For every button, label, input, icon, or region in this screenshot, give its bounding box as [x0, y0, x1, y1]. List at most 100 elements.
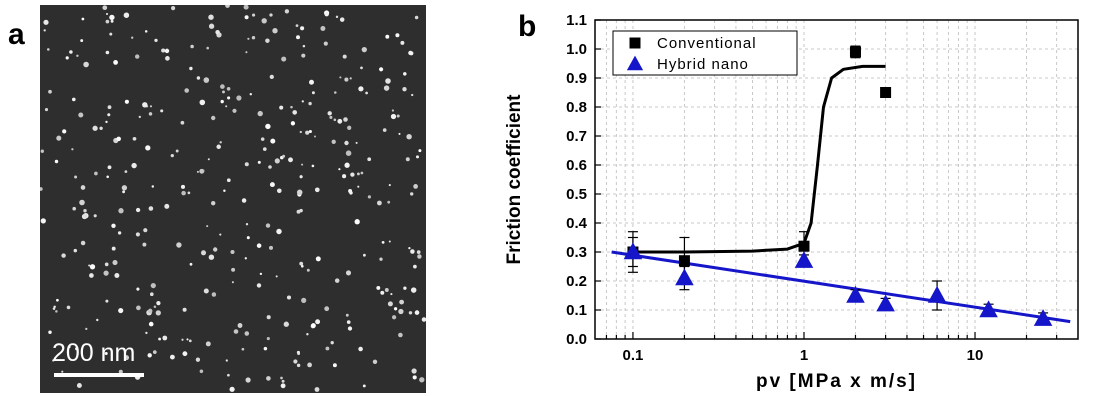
nanoparticle-dot — [385, 78, 391, 84]
nanoparticle-dot — [148, 321, 154, 327]
nanoparticle-dot — [208, 14, 214, 20]
nanoparticle-dot — [43, 29, 46, 32]
nanoparticle-dot — [301, 53, 306, 58]
nanoparticle-dot — [245, 377, 251, 383]
nanoparticle-dot — [346, 320, 351, 324]
nanoparticle-dot — [379, 257, 383, 261]
nanoparticle-dot — [296, 35, 300, 40]
y-tick-label: 0.9 — [566, 70, 587, 87]
nanoparticle-dot — [236, 95, 242, 101]
nanoparticle-dot — [252, 13, 256, 17]
nanoparticle-dot — [403, 286, 407, 290]
nanoparticle-dot — [105, 19, 110, 24]
nanoparticle-dot — [411, 93, 414, 97]
nanoparticle-dot — [292, 110, 298, 115]
nanoparticle-dot — [308, 129, 312, 134]
y-tick-label: 0.5 — [566, 186, 587, 203]
nanoparticle-dot — [259, 272, 263, 276]
nanoparticle-dot — [188, 339, 192, 343]
nanoparticle-dot — [56, 135, 62, 141]
nanoparticle-dot — [344, 140, 349, 146]
nanoparticle-dot — [52, 307, 56, 310]
nanoparticle-dot — [135, 54, 140, 59]
nanoparticle-dot — [410, 192, 414, 196]
nanoparticle-dot — [382, 128, 387, 132]
nanoparticle-dot — [301, 163, 304, 166]
nanoparticle-dot — [107, 105, 112, 110]
nanoparticle-dot — [189, 262, 193, 266]
nanoparticle-dot — [393, 307, 398, 311]
data-point-hybrid-nano — [927, 285, 947, 303]
nanoparticle-dot — [365, 91, 368, 95]
nanoparticle-dot — [109, 14, 115, 21]
nanoparticle-dot — [249, 93, 252, 96]
nanoparticle-dot — [92, 125, 98, 131]
legend-label-hybrid-nano: Hybrid nano — [657, 56, 749, 73]
nanoparticle-dot — [405, 157, 410, 162]
nanoparticle-dot — [315, 256, 321, 262]
nanoparticle-dot — [170, 153, 174, 158]
nanoparticle-dot — [415, 155, 420, 159]
nanoparticle-dot — [132, 136, 137, 141]
data-point-conventional — [798, 240, 810, 252]
nanoparticle-dot — [372, 359, 378, 365]
nanoparticle-dot — [216, 144, 221, 150]
nanoparticle-dot — [147, 353, 152, 358]
x-tick-label: 0.1 — [623, 347, 644, 364]
nanoparticle-dot — [406, 133, 412, 140]
nanoparticle-dot — [244, 257, 247, 260]
legend-box — [612, 30, 798, 76]
nanoparticle-dot — [74, 175, 78, 179]
nanoparticle-dot — [337, 118, 343, 124]
nanoparticle-dot — [260, 137, 265, 141]
nanoparticle-dot — [410, 287, 417, 293]
nanoparticle-dot — [223, 189, 226, 192]
nanoparticle-dot — [276, 228, 282, 235]
nanoparticle-dot — [61, 253, 66, 258]
nanoparticle-dot — [244, 331, 250, 336]
nanoparticle-dot — [160, 109, 164, 113]
nanoparticle-dot — [156, 300, 161, 306]
nanoparticle-dot — [135, 207, 141, 213]
data-point-conventional — [880, 87, 892, 98]
nanoparticle-dot — [219, 141, 222, 144]
data-point-hybrid-nano — [794, 251, 814, 268]
nanoparticle-dot — [265, 38, 270, 43]
nanoparticle-dot — [398, 132, 401, 135]
x-axis-label: pv [MPa x m/s] — [756, 371, 917, 392]
legend-label-conventional: Conventional — [657, 35, 757, 52]
nanoparticle-dot — [283, 321, 289, 327]
nanoparticle-dot — [245, 51, 248, 54]
nanoparticle-dot — [88, 264, 91, 267]
nanoparticle-dot — [400, 40, 405, 45]
nanoparticle-dot — [262, 147, 267, 151]
nanoparticle-dot — [349, 191, 353, 195]
nanoparticle-dot — [76, 54, 79, 58]
nanoparticle-dot — [203, 77, 210, 83]
nanoparticle-dot — [342, 174, 347, 179]
nanoparticle-dot — [383, 85, 390, 91]
nanoparticle-dot — [116, 136, 121, 142]
nanoparticle-dot — [356, 172, 360, 176]
nanoparticle-dot — [313, 135, 317, 138]
y-tick-label: 0.6 — [566, 157, 587, 174]
nanoparticle-dot — [67, 345, 71, 349]
nanoparticle-dot — [52, 359, 55, 362]
nanoparticle-dot — [388, 184, 391, 187]
nanoparticle-dot — [124, 355, 130, 361]
nanoparticle-dot — [184, 88, 189, 93]
data-point-hybrid-nano — [675, 268, 694, 286]
nanoparticle-dot — [367, 195, 371, 199]
nanoparticle-dot — [361, 46, 367, 53]
nanoparticle-dot — [162, 335, 168, 341]
nanoparticle-dot — [299, 130, 302, 134]
nanoparticle-dot — [275, 275, 278, 278]
nanoparticle-dot — [288, 157, 293, 163]
y-tick-label: 0.8 — [566, 99, 587, 116]
nanoparticle-dot — [44, 108, 49, 112]
nanoparticle-dot — [117, 231, 122, 235]
scale-bar-label: 200 nm — [52, 339, 136, 367]
y-tick-label: 0.0 — [566, 331, 587, 348]
nanoparticle-dot — [122, 190, 126, 194]
nanoparticle-dot — [180, 184, 186, 189]
